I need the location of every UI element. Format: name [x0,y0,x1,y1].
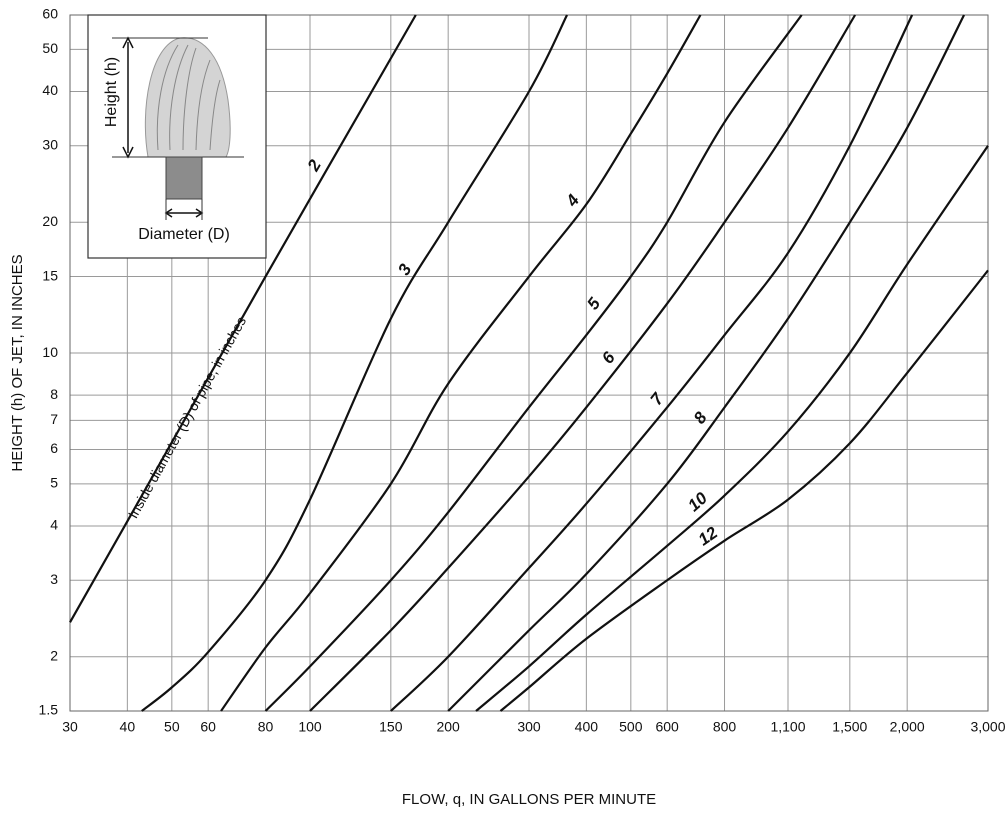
annotation: Inside diameter (D) of pipe, in inches [125,314,250,521]
x-tick-label: 400 [575,719,599,735]
y-tick-label: 50 [42,40,58,56]
pipe [165,156,203,200]
curve [220,14,702,712]
x-tick-label: 2,000 [890,719,925,735]
x-tick-label: 200 [436,719,460,735]
y-tick-label: 15 [42,267,58,283]
y-tick-label: 3 [50,571,58,587]
x-tick-label: 60 [200,719,216,735]
y-tick-label: 30 [42,136,58,152]
x-tick-label: 300 [517,719,541,735]
curve [499,269,989,712]
x-tick-label: 100 [298,719,322,735]
x-tick-label: 30 [62,719,78,735]
curve [309,14,857,712]
x-tick-label: 1,500 [832,719,867,735]
y-tick-label: 20 [42,213,58,229]
curve-label: 7 [647,388,669,408]
x-axis-title: FLOW, q, IN GALLONS PER MINUTE [402,791,656,808]
y-tick-label: 4 [50,517,58,533]
diameter-label: Diameter (D) [138,226,230,243]
x-tick-label: 3,000 [970,719,1005,735]
x-tick-label: 80 [258,719,274,735]
y-tick-label: 5 [50,475,58,491]
y-tick-label: 1.5 [39,702,59,718]
y-tick-label: 8 [50,386,58,402]
x-tick-label: 50 [164,719,180,735]
y-tick-label: 2 [50,647,58,663]
x-tick-label: 40 [120,719,136,735]
y-tick-label: 60 [42,6,58,22]
arrow-heads [122,36,134,159]
plot-frame [69,14,989,712]
jet-shape [144,37,231,158]
x-tick-label: 1,100 [770,719,805,735]
curve [390,14,914,712]
x-tick-label: 150 [379,719,403,735]
curve [264,14,803,712]
curve-label: 2 [303,156,325,175]
curve-label: 6 [598,348,619,368]
curve [447,14,966,712]
curve [475,145,989,712]
x-tick-label: 800 [713,719,737,735]
y-tick-label: 10 [42,344,58,360]
x-tick-label: 500 [619,719,643,735]
curve [141,14,568,712]
jet-streaks [156,44,221,151]
curve [69,14,417,623]
y-tick-label: 6 [50,440,58,456]
y-tick-label: 40 [42,82,58,98]
curve-label: 8 [690,408,711,427]
x-tick-label: 600 [655,719,679,735]
curve-label: 4 [562,191,584,211]
inset: Height (h) Diameter (D) [87,14,267,259]
y-axis-title: HEIGHT (h) OF JET, IN INCHES [9,254,26,471]
y-tick-label: 7 [50,411,58,427]
curve-label: 3 [394,260,415,278]
height-label: Height (h) [103,57,120,127]
